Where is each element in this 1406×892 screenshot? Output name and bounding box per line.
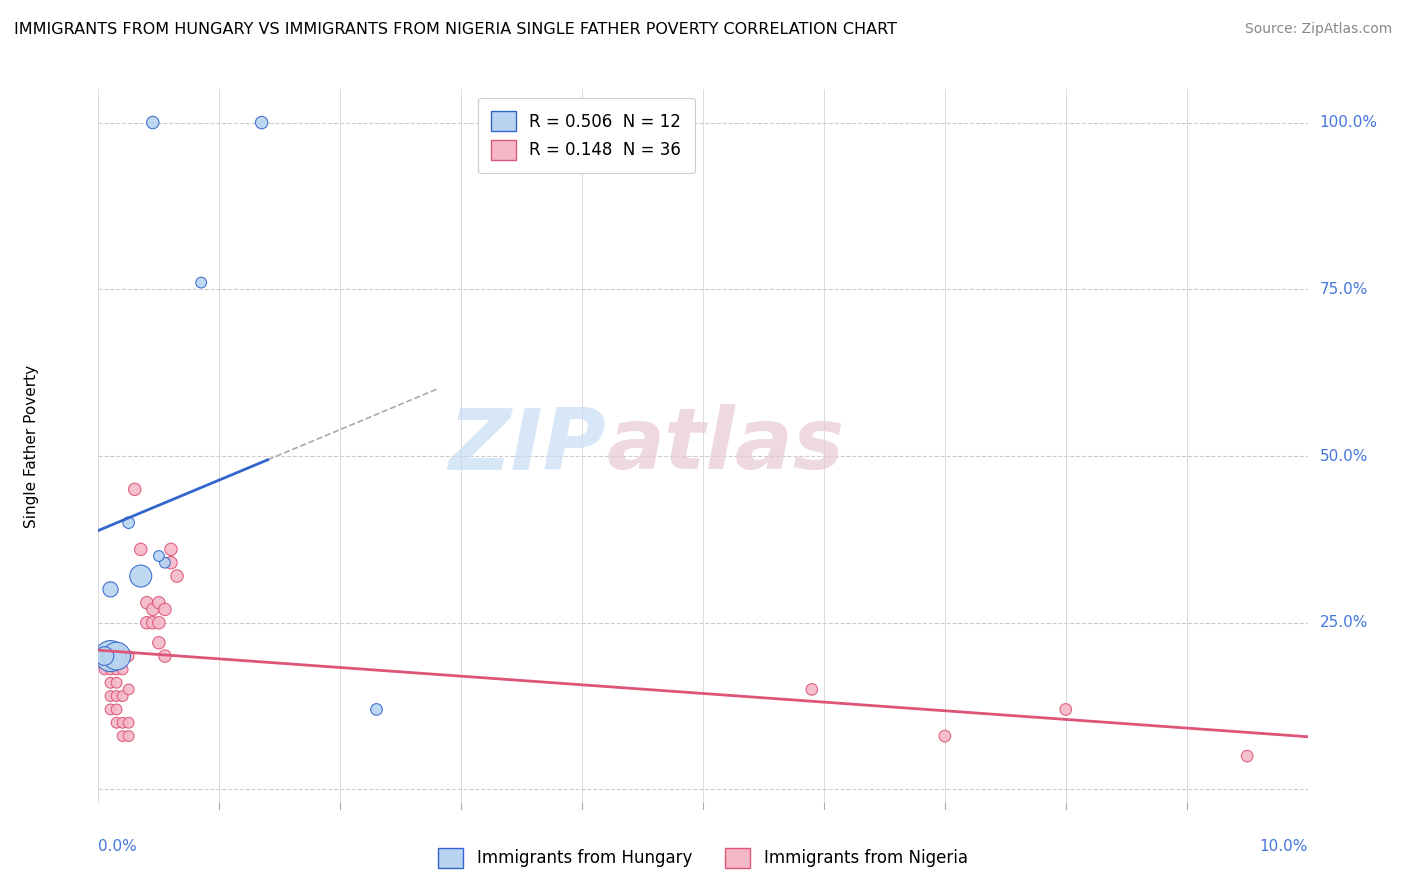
Point: [142, 602, 165, 616]
Point: [934, 729, 956, 743]
Point: [105, 675, 128, 690]
Point: [160, 542, 183, 557]
Text: 100.0%: 100.0%: [1320, 115, 1378, 130]
Point: [105, 702, 128, 716]
Point: [153, 649, 176, 664]
Point: [190, 276, 212, 290]
Point: [105, 649, 128, 664]
Point: [148, 615, 170, 630]
Text: atlas: atlas: [606, 404, 845, 488]
Text: 75.0%: 75.0%: [1320, 282, 1368, 297]
Point: [111, 662, 134, 676]
Point: [153, 602, 176, 616]
Point: [118, 682, 141, 697]
Point: [1054, 702, 1077, 716]
Text: Single Father Poverty: Single Father Poverty: [24, 365, 39, 527]
Text: 50.0%: 50.0%: [1320, 449, 1368, 464]
Point: [100, 689, 122, 703]
Point: [148, 636, 170, 650]
Point: [166, 569, 188, 583]
Legend: R = 0.506  N = 12, R = 0.148  N = 36: R = 0.506 N = 12, R = 0.148 N = 36: [478, 97, 695, 173]
Point: [118, 649, 141, 664]
Text: ZIP: ZIP: [449, 404, 606, 488]
Point: [100, 662, 122, 676]
Text: Source: ZipAtlas.com: Source: ZipAtlas.com: [1244, 22, 1392, 37]
Point: [118, 715, 141, 730]
Point: [111, 729, 134, 743]
Text: 0.0%: 0.0%: [98, 839, 138, 855]
Text: 10.0%: 10.0%: [1260, 839, 1308, 855]
Point: [118, 516, 141, 530]
Point: [800, 682, 823, 697]
Point: [148, 596, 170, 610]
Text: IMMIGRANTS FROM HUNGARY VS IMMIGRANTS FROM NIGERIA SINGLE FATHER POVERTY CORRELA: IMMIGRANTS FROM HUNGARY VS IMMIGRANTS FR…: [14, 22, 897, 37]
Point: [105, 649, 128, 664]
Text: 25.0%: 25.0%: [1320, 615, 1368, 631]
Point: [100, 649, 122, 664]
Point: [250, 115, 273, 129]
Point: [105, 662, 128, 676]
Point: [129, 569, 152, 583]
Point: [129, 542, 152, 557]
Point: [93, 649, 115, 664]
Point: [160, 556, 183, 570]
Point: [100, 582, 122, 597]
Point: [105, 715, 128, 730]
Point: [153, 556, 176, 570]
Point: [118, 729, 141, 743]
Point: [142, 115, 165, 129]
Point: [142, 615, 165, 630]
Point: [111, 689, 134, 703]
Legend: Immigrants from Hungary, Immigrants from Nigeria: Immigrants from Hungary, Immigrants from…: [432, 841, 974, 875]
Point: [135, 596, 157, 610]
Point: [93, 649, 115, 664]
Point: [366, 702, 388, 716]
Point: [105, 689, 128, 703]
Point: [1236, 749, 1258, 764]
Point: [111, 715, 134, 730]
Point: [135, 615, 157, 630]
Point: [148, 549, 170, 563]
Point: [93, 662, 115, 676]
Point: [100, 675, 122, 690]
Point: [124, 483, 146, 497]
Point: [100, 702, 122, 716]
